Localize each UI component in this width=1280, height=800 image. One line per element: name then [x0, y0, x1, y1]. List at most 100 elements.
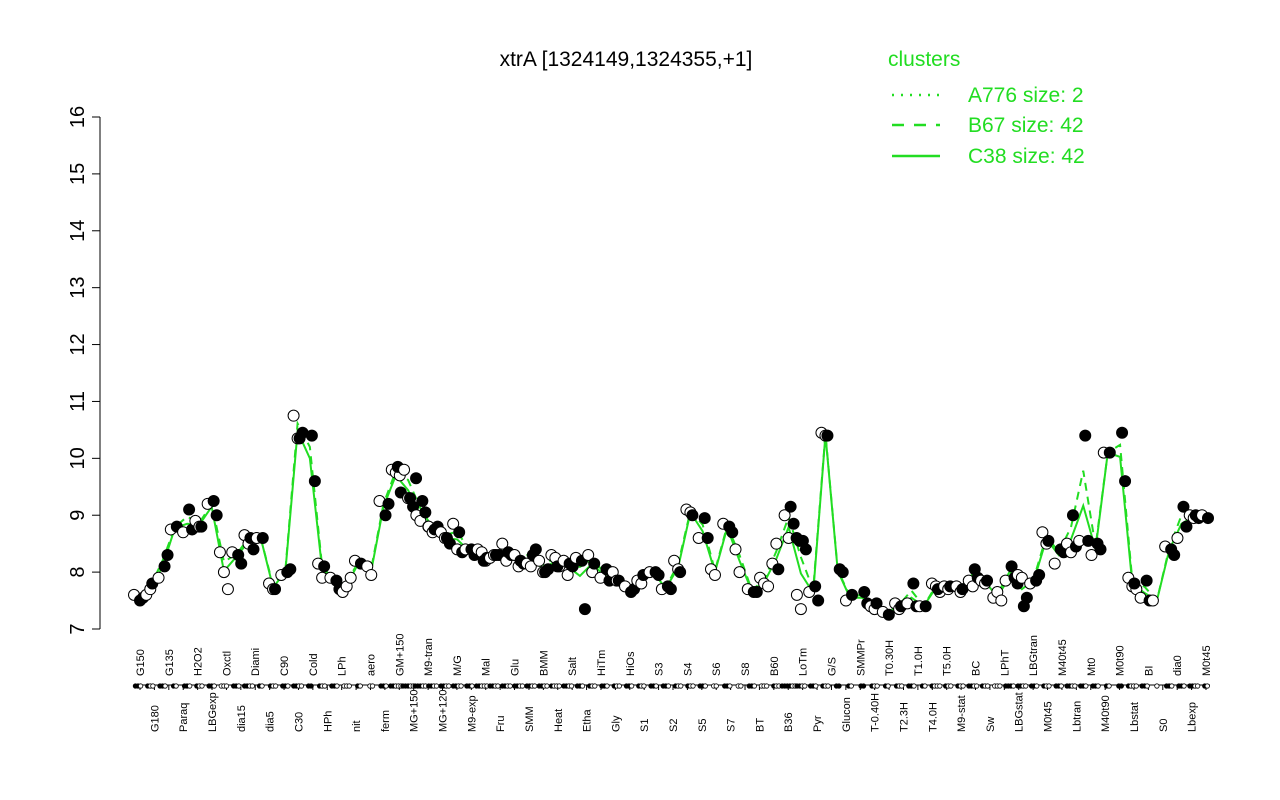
rug-mark [383, 683, 389, 689]
rug-mark [308, 683, 314, 689]
data-point-filled [269, 583, 282, 596]
rug-mark [199, 683, 205, 689]
data-point-filled [698, 512, 711, 525]
y-tick-label: 8 [67, 567, 89, 578]
data-point-filled [652, 568, 665, 581]
rug-mark [469, 683, 475, 689]
data-point-filled [821, 429, 834, 442]
x-tick-label: B60 [769, 656, 781, 676]
data-point-open [729, 543, 742, 556]
data-point-open [1036, 526, 1049, 539]
data-point-open [524, 560, 537, 573]
rug-mark [1095, 683, 1101, 689]
x-tick-label: M40t90 [1100, 695, 1112, 732]
x-tick-label: M40t45 [1057, 639, 1069, 676]
rug-mark [138, 683, 144, 689]
data-point-open [447, 517, 460, 530]
x-tick-label: G135 [164, 649, 176, 676]
data-point-open [213, 546, 226, 559]
rug-mark [836, 683, 842, 689]
x-tick-label: M9-stat [956, 695, 968, 732]
rug-mark [813, 683, 819, 689]
data-point-open [365, 568, 378, 581]
rug-mark [357, 683, 363, 689]
rug-mark [236, 683, 242, 689]
data-point-filled [907, 577, 920, 590]
x-tick-label: T0.30H [884, 640, 896, 676]
rug-mark [446, 683, 452, 689]
x-tick-label: Lbexp [1187, 702, 1199, 732]
rug-mark [948, 683, 954, 689]
rug-mark [997, 683, 1003, 689]
rug-mark [1118, 683, 1124, 689]
rug-mark [899, 683, 905, 689]
rug-mark [616, 683, 622, 689]
rug-mark [556, 683, 562, 689]
x-tick-label: Oxctl [221, 651, 233, 676]
rug-mark [665, 683, 672, 689]
y-tick-label: 9 [67, 510, 89, 521]
x-tick-label: MG+150 [409, 690, 421, 733]
data-point-filled [235, 557, 248, 570]
rug-mark [1133, 683, 1139, 689]
data-point-filled [318, 560, 331, 573]
x-tick-label: Diami [250, 648, 262, 676]
x-tick-label: dia5 [265, 711, 277, 732]
rug-mark [322, 683, 328, 689]
data-point-filled [772, 563, 785, 576]
data-point-filled [416, 495, 429, 507]
data-point-filled [1005, 560, 1018, 573]
rug-mark [1154, 683, 1160, 689]
data-point-open [1171, 531, 1184, 544]
data-point-filled [686, 509, 699, 522]
y-tick-label: 15 [67, 163, 89, 185]
x-tick-label: T4.0H [927, 702, 939, 732]
x-tick-label: Sw [985, 717, 997, 732]
data-point-filled [161, 549, 174, 562]
rug-mark [802, 683, 808, 689]
data-point-filled [1066, 509, 1079, 522]
x-axis: G150 G180 G135 Paraq H2O2 LBGexp Oxctl dia15 Dia… [132, 634, 1213, 733]
x-tick-label: HiTm [596, 650, 608, 676]
x-tick-label: M0t45 [1201, 645, 1213, 676]
x-tick-label: G150 [135, 649, 147, 676]
x-tick-label: BC [971, 661, 983, 676]
data-point-open [582, 549, 595, 562]
data-point-filled [858, 586, 871, 599]
series-line-b67 [137, 419, 1206, 614]
x-tick-label: HPh [322, 711, 334, 732]
x-tick-label: B36 [783, 712, 795, 732]
rug-mark [162, 683, 168, 689]
x-tick-label: S7 [726, 719, 738, 732]
data-point-open [398, 463, 411, 476]
rug-mark [825, 683, 831, 689]
x-tick-label: ferm [380, 710, 392, 732]
data-point-open [790, 588, 803, 601]
data-point-open [1146, 594, 1159, 607]
data-point-open [217, 566, 230, 579]
x-tick-label: Lbtran [1071, 701, 1083, 732]
rug-mark [974, 683, 980, 689]
data-point-filled [784, 500, 797, 513]
x-tick-label: Etha [582, 708, 594, 732]
x-tick-label: Pyr [812, 715, 824, 732]
x-tick-label: nit [351, 720, 363, 732]
rug-mark [211, 683, 217, 689]
rug-mark [960, 683, 966, 689]
data-point-open [708, 568, 721, 581]
data-point-filled [1079, 429, 1092, 442]
x-tick-label: Fru [495, 716, 507, 733]
y-tick-label: 10 [67, 447, 89, 469]
data-point-open [287, 409, 300, 422]
data-point-open [1015, 571, 1028, 584]
data-point-filled [701, 531, 714, 544]
data-point-open [770, 537, 783, 550]
data-points [128, 409, 1214, 621]
data-point-filled [247, 543, 260, 556]
y-tick-label: 14 [67, 220, 89, 242]
data-point-filled [207, 495, 220, 507]
x-tick-label: T2.3H [898, 702, 910, 732]
data-point-open [344, 571, 357, 584]
data-point-open [533, 554, 546, 567]
legend-entry-a776: A776 size: 2 [968, 84, 1084, 107]
